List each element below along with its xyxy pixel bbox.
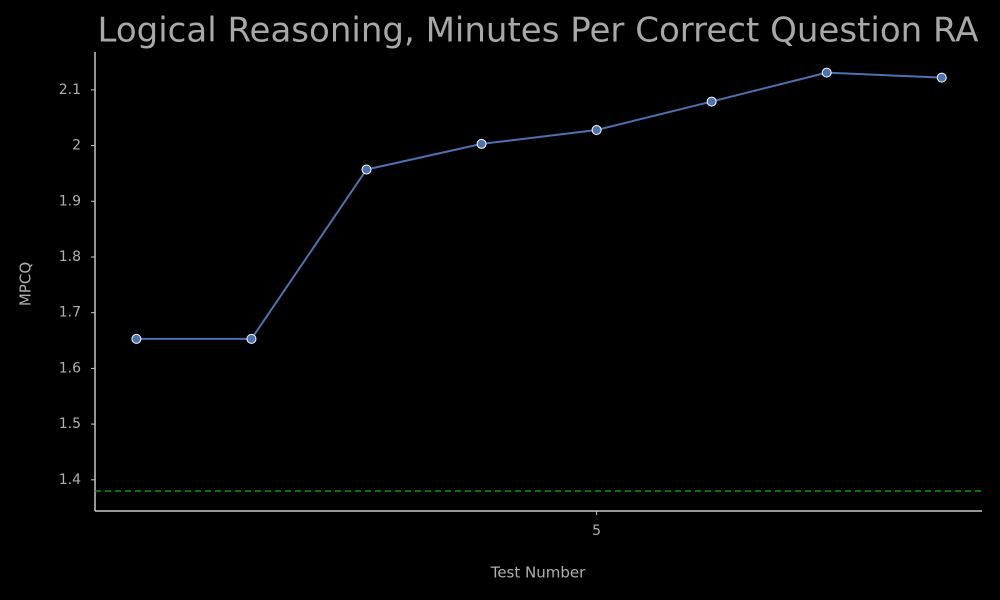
- point: [706, 96, 717, 107]
- y-tick-label: 1.4: [59, 472, 81, 488]
- y-tick-label: 1.8: [59, 249, 81, 265]
- point: [131, 333, 142, 344]
- point: [476, 138, 487, 149]
- y-axis-label: MPCQ: [17, 262, 35, 306]
- point: [936, 72, 947, 83]
- x-axis-label: Test Number: [490, 564, 586, 582]
- y-tick-label: 1.6: [59, 360, 81, 376]
- chart-title: Logical Reasoning, Minutes Per Correct Q…: [98, 11, 979, 51]
- point: [246, 333, 257, 344]
- y-tick-label: 2: [72, 138, 81, 154]
- y-tick-label: 1.9: [59, 193, 81, 209]
- y-tick-label: 2.1: [59, 82, 81, 98]
- y-tick-label: 1.7: [59, 305, 81, 321]
- point: [821, 67, 832, 78]
- series-line: [136, 71, 942, 340]
- point: [591, 124, 602, 135]
- x-tick-label: 5: [592, 523, 601, 539]
- y-tick-label: 1.5: [59, 416, 81, 432]
- point: [361, 164, 372, 175]
